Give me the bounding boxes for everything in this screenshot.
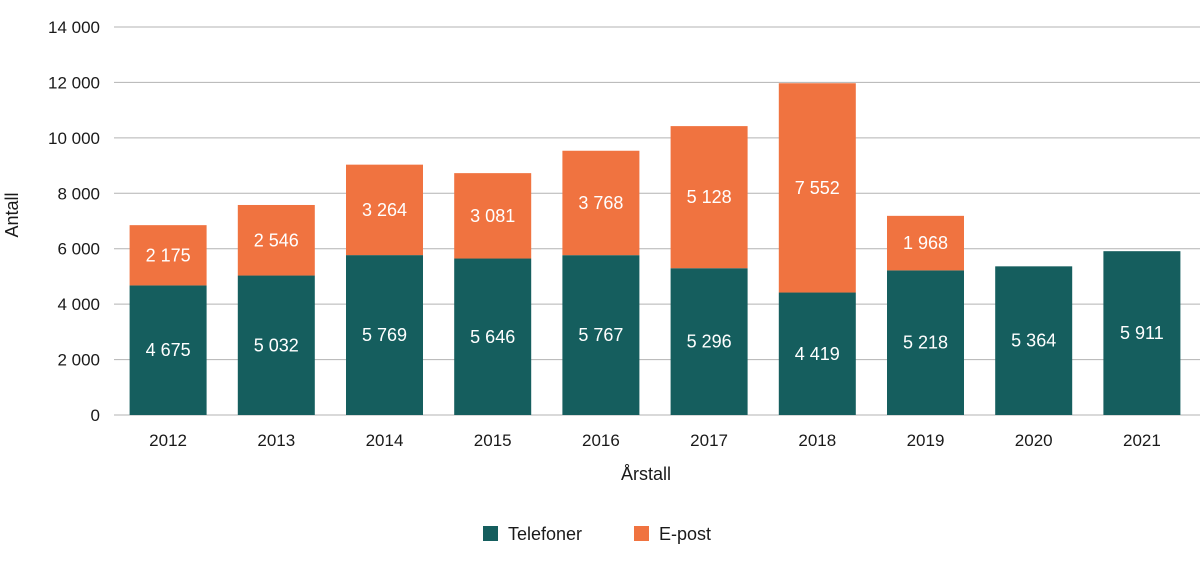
legend-swatch: [483, 526, 498, 541]
data-label: 2 546: [254, 230, 299, 250]
data-label: 5 767: [578, 325, 623, 345]
bar-e-post-2014: [346, 164, 423, 256]
y-tick-label: 14 000: [48, 18, 100, 37]
data-label: 5 128: [687, 187, 732, 207]
y-tick-label: 12 000: [48, 73, 100, 92]
legend: Telefoner E-post: [483, 524, 711, 544]
y-tick-label: 10 000: [48, 129, 100, 148]
x-tick-label: 2019: [907, 431, 945, 450]
legend-swatch: [634, 526, 649, 541]
x-tick-label: 2016: [582, 431, 620, 450]
bar-telefoner-2019: [887, 270, 964, 415]
bar-telefoner-2013: [237, 275, 315, 415]
bar-telefoner-2018: [778, 292, 856, 415]
bar-e-post-2016: [562, 150, 640, 256]
data-label: 5 218: [903, 333, 948, 353]
y-tick-label: 4 000: [57, 295, 100, 314]
legend-label: E-post: [659, 524, 711, 544]
bar-e-post-2019: [887, 215, 964, 271]
data-label: 5 364: [1011, 331, 1056, 351]
bar-telefoner-2021: [1103, 251, 1181, 415]
data-label: 3 264: [362, 200, 407, 220]
x-tick-label: 2018: [798, 431, 836, 450]
bar-e-post-2017: [670, 126, 748, 269]
bar-e-post-2013: [237, 204, 315, 276]
y-tick-label: 8 000: [57, 184, 100, 203]
data-label: 5 911: [1120, 323, 1164, 343]
x-tick-label: 2014: [366, 431, 404, 450]
bar-e-post-2015: [454, 173, 532, 259]
bar-e-post-2012: [129, 225, 207, 286]
x-tick-label: 2013: [257, 431, 295, 450]
bar-telefoner-2015: [454, 258, 532, 415]
y-tick-label: 6 000: [57, 240, 100, 259]
data-label: 1 968: [903, 233, 948, 253]
data-label: 7 552: [795, 178, 840, 198]
data-label: 3 768: [578, 193, 623, 213]
x-tick-label: 2015: [474, 431, 512, 450]
x-tick-label: 2021: [1123, 431, 1161, 450]
bar-telefoner-2014: [346, 255, 423, 415]
x-axis-ticks: 2012 2013 2014 2015 2016 2017 2018 2019 2020 2021: [149, 431, 1161, 450]
x-tick-label: 2017: [690, 431, 728, 450]
y-axis-title: Antall: [2, 192, 22, 237]
bar-telefoner-2016: [562, 255, 640, 415]
data-label: 5 769: [362, 325, 407, 345]
y-tick-label: 0: [91, 406, 100, 425]
bars: 4 675 2 175 5 032 2 546 5 769 3 264 5 646 3 081…: [129, 83, 1181, 415]
data-label: 5 032: [254, 335, 299, 355]
data-label: 2 175: [146, 245, 191, 265]
x-tick-label: 2012: [149, 431, 187, 450]
legend-label: Telefoner: [508, 524, 582, 544]
y-tick-label: 2 000: [57, 351, 100, 370]
data-label: 5 646: [470, 327, 515, 347]
x-axis-title: Årstall: [621, 464, 671, 484]
bar-telefoner-2012: [129, 285, 207, 415]
data-label: 4 419: [795, 344, 840, 364]
data-label: 4 675: [146, 340, 191, 360]
data-label: 3 081: [470, 206, 515, 226]
x-tick-label: 2020: [1015, 431, 1053, 450]
bar-e-post-2018: [778, 83, 856, 293]
bar-telefoner-2020: [995, 266, 1073, 415]
data-label: 5 296: [687, 332, 732, 352]
bar-telefoner-2017: [670, 268, 748, 415]
y-axis-ticks: 0 2 000 4 000 6 000 8 000 10 000 12 000 14 000: [48, 18, 100, 425]
